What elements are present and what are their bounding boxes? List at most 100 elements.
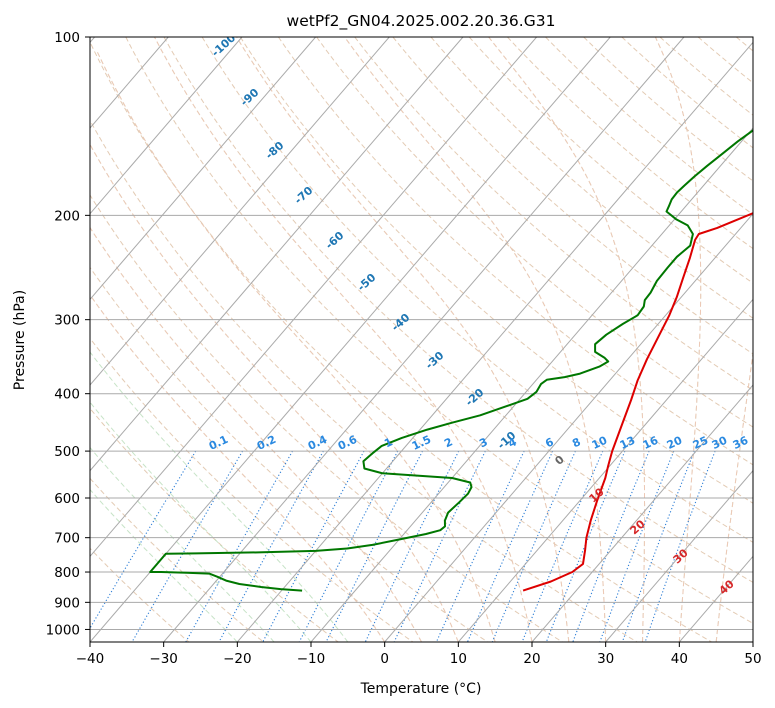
dry-adiabat-label: -80 (263, 139, 287, 162)
mixing-ratio-line (298, 450, 399, 642)
mixing-ratio-label: 8 (570, 435, 582, 450)
dry-adiabat (90, 119, 638, 642)
x-tick-label: −20 (223, 651, 252, 667)
mixing-ratio-label: 0.2 (255, 433, 278, 453)
dry-adiabat (468, 37, 753, 284)
isotherm-line (457, 298, 753, 642)
moist-adiabat (154, 37, 533, 642)
y-tick-label: 600 (54, 491, 80, 507)
isotherm-line (605, 469, 753, 642)
dry-adiabat-label: -30 (423, 349, 447, 372)
mixing-ratio-label: 36 (731, 434, 751, 452)
moist-adiabat (752, 638, 753, 642)
x-tick-label: −10 (297, 651, 326, 667)
dry-adiabat (545, 37, 753, 216)
mixing-ratio-line (491, 450, 576, 642)
mixing-ratio-label: 0.4 (306, 433, 329, 453)
dry-adiabat (90, 337, 414, 642)
dry-adiabat (90, 477, 264, 642)
dry-adiabat (90, 266, 488, 642)
dry-adiabat-label: -70 (292, 184, 316, 207)
dry-adiabat (239, 37, 753, 504)
dry-adiabat (354, 37, 753, 391)
mixing-ratio-label: 0.1 (207, 433, 230, 453)
dry-adiabat-label: -90 (238, 86, 262, 109)
y-tick-label: 700 (54, 531, 80, 547)
mixing-ratio-line (325, 450, 423, 642)
dry-adiabat-label: -20 (463, 386, 487, 409)
isotherm-line (531, 384, 753, 642)
x-tick-label: −40 (76, 651, 105, 667)
mixing-ratio-line (218, 450, 324, 642)
y-tick-label: 200 (54, 208, 80, 224)
chart-title: wetPf2_GN04.2025.002.20.36.G31 (287, 12, 556, 31)
y-axis-label: Pressure (hPa) (12, 290, 28, 390)
moist-adiabat (154, 37, 533, 642)
mixing-ratio-line (262, 450, 365, 642)
mixing-ratio-line (364, 450, 460, 642)
moist-adiabat (90, 401, 312, 642)
mixing-ratio-label: 20 (665, 434, 685, 452)
isotherm-line (310, 127, 753, 642)
moist-adiabat (654, 37, 702, 642)
mixing-ratio-line (521, 450, 604, 642)
moist-adiabat (90, 351, 349, 642)
profile-line (149, 129, 753, 592)
x-tick-label: 10 (450, 651, 467, 667)
moist-adiabat (344, 37, 607, 642)
isotherm-line (163, 37, 685, 642)
dry-adiabat (90, 194, 563, 642)
mixing-ratio-label: 0.6 (336, 433, 359, 453)
mixing-ratio-line (435, 450, 525, 642)
moist-adiabat (90, 446, 275, 642)
x-axis-label: Temperature (°C) (360, 681, 482, 697)
mixing-ratio-label: 30 (710, 434, 730, 452)
plot-frame (89, 36, 754, 643)
moist-adiabat (90, 143, 459, 642)
moist-adiabat (95, 49, 496, 642)
moist-adiabat (95, 49, 496, 642)
x-tick-label: −30 (149, 651, 178, 667)
dry-adiabat (316, 37, 753, 428)
mixing-ratio-label: 1.5 (410, 433, 433, 453)
mixing-ratio-label: 13 (618, 434, 637, 452)
dry-adiabat-label: -40 (389, 311, 413, 334)
isotherm-line (90, 37, 390, 386)
mixing-ratio-line (393, 450, 486, 642)
dry-adiabat-label: -100 (209, 31, 238, 59)
y-tick-label: 800 (54, 565, 80, 581)
dry-adiabat (125, 37, 753, 624)
x-tick-label: 20 (523, 651, 540, 667)
dry-adiabat-label: 10 (587, 485, 607, 505)
y-tick-label: 500 (54, 444, 80, 460)
y-tick-label: 400 (54, 387, 80, 403)
x-tick-label: 50 (744, 651, 761, 667)
mixing-ratio-line (466, 450, 554, 642)
x-tick-label: 0 (380, 651, 389, 667)
mixing-ratio-label: 3 (477, 435, 489, 450)
mixing-ratio-label: 16 (641, 434, 661, 452)
mixing-ratio-line (545, 450, 626, 642)
dry-adiabat (90, 40, 712, 642)
moist-adiabat (90, 143, 459, 642)
isotherm-line (90, 37, 243, 215)
x-tick-label: 40 (671, 651, 688, 667)
dry-adiabat (697, 37, 753, 84)
mixing-ratio-line (572, 450, 650, 642)
mixing-ratio-line (185, 450, 293, 642)
dry-adiabat-label: -60 (323, 229, 347, 252)
y-tick-label: 900 (54, 595, 80, 611)
mixing-ratio-label: 25 (691, 434, 710, 452)
moist-adiabat (90, 226, 422, 642)
dry-adiabat (430, 37, 753, 319)
x-tick-label: 30 (597, 651, 614, 667)
isotherm-line (384, 212, 753, 642)
dry-adiabat (735, 37, 753, 52)
y-tick-label: 100 (54, 30, 80, 46)
moist-adiabat (90, 226, 422, 642)
moist-adiabat (715, 349, 753, 642)
isotherm-line (90, 37, 538, 558)
moist-adiabat (344, 37, 607, 642)
mixing-ratio-label: 10 (590, 434, 610, 452)
dry-adiabat (90, 547, 190, 642)
